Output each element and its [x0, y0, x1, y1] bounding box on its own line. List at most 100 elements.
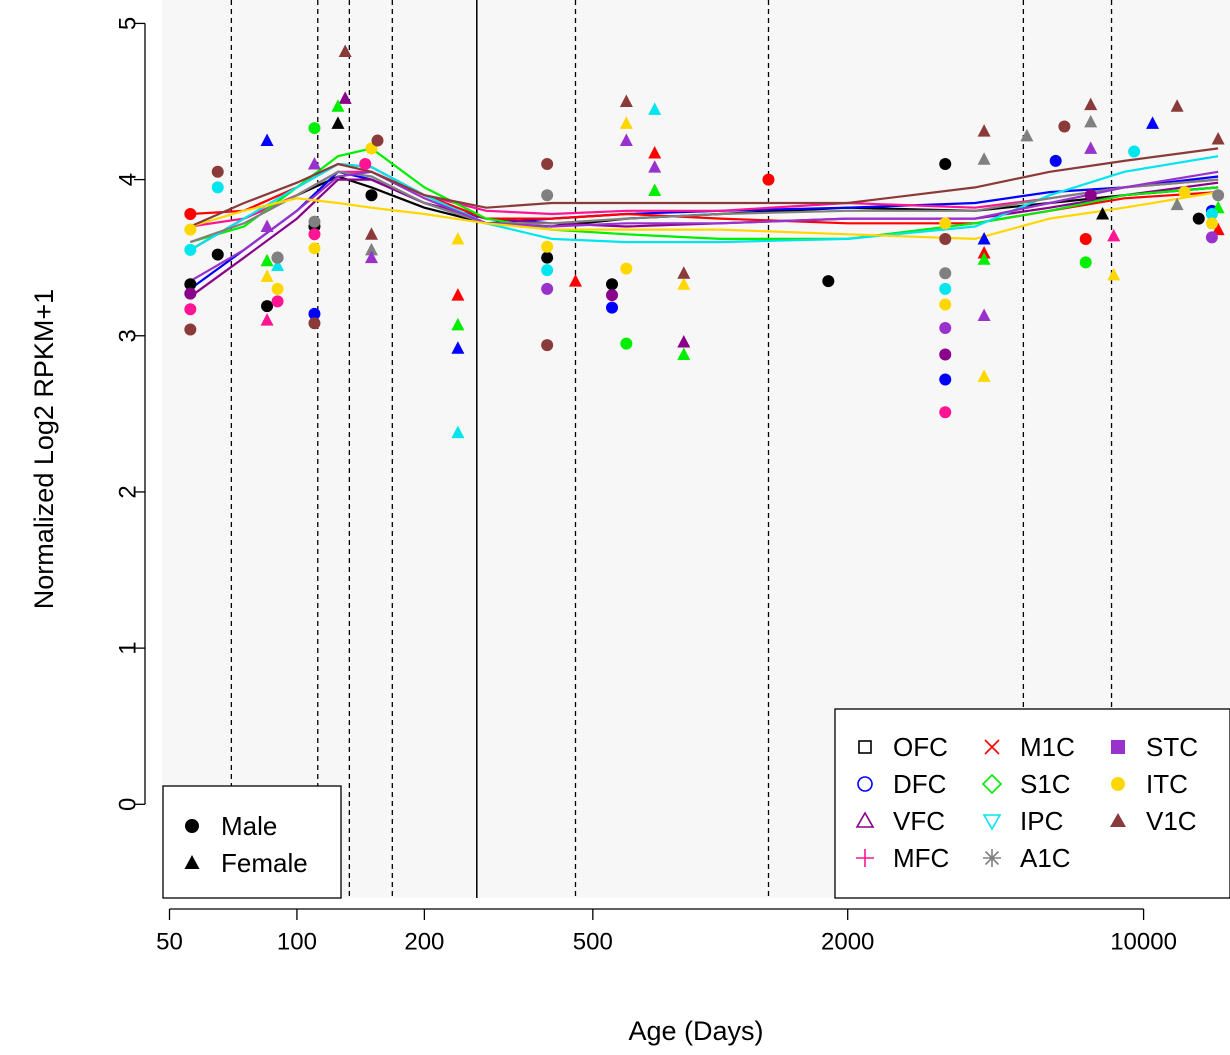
data-point-ofc [1096, 206, 1110, 220]
trend-lines [189, 147, 1219, 298]
region-legend-label: IPC [1020, 806, 1063, 836]
data-point-ipc [451, 425, 465, 439]
data-point-itc [541, 240, 554, 253]
data-point-vfc [939, 348, 952, 361]
data-point-ofc [822, 275, 835, 288]
data-point-stc [1205, 231, 1218, 244]
region-legend-label: ITC [1146, 769, 1188, 799]
diamond-icon [981, 773, 1003, 795]
data-point-mfc [308, 228, 321, 241]
region-legend-entry-a1c: A1C [983, 843, 1071, 873]
cross-icon [984, 739, 1000, 755]
y-tick-label: 5 [115, 17, 142, 30]
data-point-vfc [677, 335, 691, 348]
sex-legend-entry: Male [185, 811, 277, 841]
data-point-a1c [1020, 128, 1034, 142]
region-legend-entry-mfc: MFC [856, 843, 949, 873]
data-point-mfc [359, 157, 372, 170]
y-tick-label: 2 [115, 485, 142, 498]
x-tick-label: 200 [404, 929, 444, 956]
asterisk-icon [983, 849, 1001, 867]
region-legend-entry-m1c: M1C [984, 732, 1075, 762]
data-point-a1c [977, 152, 991, 165]
data-point-mfc [271, 295, 284, 308]
circle-icon [857, 776, 873, 792]
data-point-s1c [977, 252, 991, 265]
data-point-ofc [606, 278, 619, 291]
data-point-mfc [939, 406, 952, 419]
x-tick-label: 100 [277, 929, 317, 956]
data-point-a1c [1170, 197, 1184, 211]
x-axis-label: Age (Days) [628, 1016, 763, 1046]
data-point-stc [648, 160, 662, 173]
data-point-itc [939, 298, 952, 311]
data-point-vfc [184, 287, 197, 300]
data-point-s1c [260, 253, 274, 267]
data-point-a1c [364, 242, 378, 256]
data-point-m1c [1079, 232, 1092, 245]
data-point-itc [677, 277, 691, 290]
data-point-ipc [211, 181, 224, 194]
region-legend-label: OFC [893, 732, 948, 762]
data-point-dfc [1146, 116, 1160, 129]
data-point-mfc [184, 303, 197, 316]
data-point-vfc [1084, 189, 1097, 202]
square-icon [858, 740, 872, 754]
data-point-itc [451, 231, 465, 245]
data-point-ipc [541, 264, 554, 277]
trend-line-itc [189, 191, 1219, 241]
data-point-itc [939, 217, 952, 230]
data-point-a1c [541, 189, 554, 202]
region-legend-entry-dfc: DFC [857, 769, 946, 799]
data-point-stc [541, 282, 554, 295]
region-legend-label: M1C [1020, 732, 1075, 762]
data-point-a1c [271, 251, 284, 264]
data-points [184, 44, 1225, 439]
data-point-itc [1205, 217, 1218, 230]
data-point-v1c [939, 232, 952, 245]
data-point-stc [939, 321, 952, 334]
region-legend-label: S1C [1020, 769, 1071, 799]
trend-line-ipc [189, 155, 1219, 251]
region-legend-entry-s1c: S1C [981, 769, 1071, 799]
data-point-ipc [184, 243, 197, 256]
region-legend-label: V1C [1146, 806, 1197, 836]
data-point-ipc [648, 102, 662, 115]
y-tick-label: 3 [115, 329, 142, 342]
region-legend-label: DFC [893, 769, 946, 799]
data-point-dfc [939, 373, 952, 386]
data-point-itc [184, 223, 197, 236]
sex-legend: Male Female [162, 785, 342, 899]
data-point-itc [271, 282, 284, 295]
data-point-stc [364, 250, 378, 264]
male-marker-icon [185, 819, 199, 833]
region-legend-entry-vfc: VFC [855, 806, 945, 836]
region-legend-entry-stc: STC [1111, 732, 1198, 762]
data-point-v1c [1211, 131, 1225, 145]
data-point-s1c [331, 99, 345, 112]
region-legend-label: STC [1146, 732, 1198, 762]
data-point-s1c [308, 122, 321, 135]
data-point-ofc [211, 248, 224, 261]
data-point-m1c [451, 288, 465, 301]
data-point-itc [620, 262, 633, 275]
data-point-v1c [308, 317, 321, 330]
data-point-m1c [648, 146, 662, 159]
data-point-v1c [541, 157, 554, 170]
region-legend-label: A1C [1020, 843, 1071, 873]
x-tick-label: 2000 [821, 929, 874, 956]
data-point-a1c [308, 215, 321, 228]
data-point-ipc [271, 258, 285, 271]
data-point-a1c [1212, 189, 1225, 202]
data-point-mfc [260, 313, 274, 326]
y-axis-label: Normalized Log2 RPKM+1 [29, 289, 59, 609]
triangle-icon [855, 811, 875, 828]
data-point-vfc [606, 289, 619, 302]
x-tick-label: 50 [156, 929, 183, 956]
data-point-a1c [1084, 114, 1098, 128]
data-point-v1c [211, 165, 224, 178]
data-point-m1c [1211, 222, 1225, 236]
data-point-itc [1178, 186, 1191, 199]
data-point-stc [619, 133, 633, 147]
region-legend-entry-ipc: IPC [982, 806, 1063, 836]
